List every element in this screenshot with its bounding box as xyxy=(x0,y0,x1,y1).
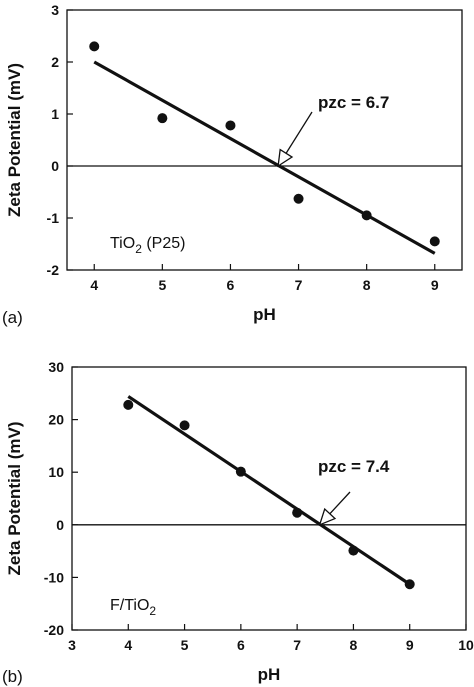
y-tick-label: -1 xyxy=(47,210,60,226)
x-tick-label: 10 xyxy=(458,637,474,653)
pzc-arrow-head xyxy=(277,148,294,168)
fit-line xyxy=(127,395,411,586)
x-tick-label: 9 xyxy=(406,637,414,653)
y-tick-label: -10 xyxy=(44,569,64,585)
y-axis-title: Zeta Potential (mV) xyxy=(5,422,24,576)
x-tick-label: 9 xyxy=(431,277,439,293)
data-point xyxy=(292,507,303,518)
x-tick-label: 6 xyxy=(237,637,245,653)
panel-label: (a) xyxy=(2,308,23,327)
x-tick-label: 8 xyxy=(350,637,358,653)
chart-panel-a: 3 2 1 0 -1 -2 4 5 6 7 8 9 pH Zeta Potential (mV) (a) pz… xyxy=(2,2,463,327)
pzc-annotation: pzc = 6.7 xyxy=(318,93,389,112)
x-tick-label: 6 xyxy=(227,277,235,293)
x-axis-title: pH xyxy=(253,305,276,324)
x-axis-title: pH xyxy=(258,665,281,684)
x-tick-label: 3 xyxy=(68,637,76,653)
y-tick-label: 0 xyxy=(51,158,59,174)
y-tick-label: 20 xyxy=(48,412,64,428)
data-point xyxy=(429,236,440,247)
x-tick-label: 4 xyxy=(90,277,98,293)
data-point xyxy=(225,120,236,131)
data-point xyxy=(404,579,415,590)
x-tick-label: 7 xyxy=(293,637,301,653)
data-point xyxy=(123,399,134,410)
data-point xyxy=(179,420,190,431)
y-tick-label: 1 xyxy=(51,106,59,122)
data-point xyxy=(348,545,359,556)
y-tick-label: 10 xyxy=(48,464,64,480)
y-tick-label: -20 xyxy=(44,622,64,638)
sample-label: TiO2 (P25) xyxy=(110,235,185,256)
data-point xyxy=(293,193,304,204)
fit-line xyxy=(93,60,436,255)
data-point xyxy=(89,41,100,52)
data-point xyxy=(157,113,168,124)
y-tick-label: 30 xyxy=(48,359,64,375)
data-point xyxy=(361,210,372,221)
x-tick-label: 5 xyxy=(158,277,166,293)
x-tick-label: 7 xyxy=(295,277,303,293)
plot-frame xyxy=(71,366,467,631)
pzc-arrow-head xyxy=(318,507,337,526)
x-tick-label: 5 xyxy=(181,637,189,653)
plot-frame xyxy=(66,9,463,271)
pzc-annotation: pzc = 7.4 xyxy=(318,457,390,476)
x-tick-label: 4 xyxy=(124,637,132,653)
y-tick-label: -2 xyxy=(47,262,60,278)
y-tick-label: 2 xyxy=(51,54,59,70)
y-tick-label: 3 xyxy=(51,2,59,18)
chart-panel-b: 30 20 10 0 -10 -203 4 5 6 7 8 9 10 pH Zeta Potential (… xyxy=(2,359,474,686)
y-tick-label: 0 xyxy=(56,517,64,533)
panel-label: (b) xyxy=(2,667,23,686)
data-point xyxy=(235,466,246,477)
x-tick-label: 8 xyxy=(363,277,371,293)
sample-label: F/TiO2 xyxy=(110,597,156,618)
y-axis-title: Zeta Potential (mV) xyxy=(5,63,24,217)
